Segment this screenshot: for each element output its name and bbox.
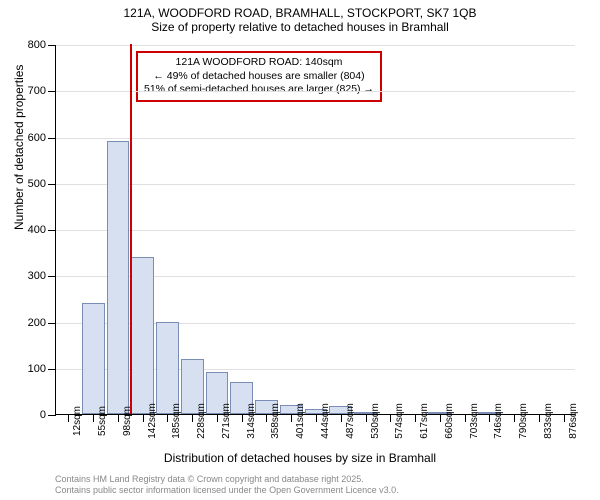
- y-tick: [48, 184, 56, 185]
- footer: Contains HM Land Registry data © Crown c…: [55, 474, 399, 496]
- x-tick-label: 530sqm: [370, 403, 381, 439]
- x-tick-label: 746sqm: [493, 403, 504, 439]
- x-tick: [390, 414, 391, 422]
- gridline: [56, 184, 575, 185]
- y-tick-label: 400: [11, 224, 46, 236]
- x-tick: [118, 414, 119, 422]
- y-tick-label: 600: [11, 132, 46, 144]
- y-tick: [48, 138, 56, 139]
- x-tick: [167, 414, 168, 422]
- y-tick-label: 500: [11, 178, 46, 190]
- x-tick: [539, 414, 540, 422]
- y-tick-label: 700: [11, 85, 46, 97]
- x-tick-label: 487sqm: [345, 403, 356, 439]
- x-tick-label: 660sqm: [444, 403, 455, 439]
- x-tick-label: 833sqm: [543, 403, 554, 439]
- x-tick-label: 876sqm: [568, 403, 579, 439]
- y-tick: [48, 276, 56, 277]
- y-tick: [48, 91, 56, 92]
- y-tick: [48, 323, 56, 324]
- x-tick-label: 703sqm: [469, 403, 480, 439]
- chart-title: 121A, WOODFORD ROAD, BRAMHALL, STOCKPORT…: [0, 6, 600, 20]
- histogram-bar: [131, 257, 154, 414]
- x-tick: [242, 414, 243, 422]
- y-tick: [48, 230, 56, 231]
- x-tick: [68, 414, 69, 422]
- x-tick-label: 574sqm: [394, 403, 405, 439]
- gridline: [56, 230, 575, 231]
- gridline: [56, 138, 575, 139]
- y-tick: [48, 45, 56, 46]
- footer-line1: Contains HM Land Registry data © Crown c…: [55, 474, 399, 485]
- x-tick: [93, 414, 94, 422]
- y-tick: [48, 415, 56, 416]
- y-tick-label: 800: [11, 39, 46, 51]
- x-tick: [266, 414, 267, 422]
- x-axis-title: Distribution of detached houses by size …: [0, 451, 600, 465]
- x-tick: [366, 414, 367, 422]
- chart-subtitle: Size of property relative to detached ho…: [0, 20, 600, 34]
- x-tick: [564, 414, 565, 422]
- x-tick: [440, 414, 441, 422]
- footer-line2: Contains public sector information licen…: [55, 485, 399, 496]
- x-tick: [465, 414, 466, 422]
- x-tick: [489, 414, 490, 422]
- x-tick: [291, 414, 292, 422]
- x-tick-label: 617sqm: [419, 403, 430, 439]
- annotation-line2: ← 49% of detached houses are smaller (80…: [144, 70, 374, 84]
- x-tick-label: 790sqm: [518, 403, 529, 439]
- histogram-bar: [107, 141, 130, 414]
- histogram-bar: [156, 322, 179, 415]
- x-tick: [316, 414, 317, 422]
- x-tick: [217, 414, 218, 422]
- x-tick: [143, 414, 144, 422]
- gridline: [56, 91, 575, 92]
- annotation-line1: 121A WOODFORD ROAD: 140sqm: [144, 56, 374, 70]
- annotation-box: 121A WOODFORD ROAD: 140sqm ← 49% of deta…: [136, 51, 382, 102]
- chart-container: 121A, WOODFORD ROAD, BRAMHALL, STOCKPORT…: [0, 0, 600, 500]
- y-tick-label: 100: [11, 363, 46, 375]
- y-tick-label: 200: [11, 317, 46, 329]
- y-tick-label: 0: [11, 409, 46, 421]
- plot-area: 121A WOODFORD ROAD: 140sqm ← 49% of deta…: [55, 45, 575, 415]
- annotation-line3: 51% of semi-detached houses are larger (…: [144, 83, 374, 97]
- histogram-bar: [82, 303, 105, 414]
- gridline: [56, 45, 575, 46]
- y-tick-label: 300: [11, 270, 46, 282]
- x-tick: [415, 414, 416, 422]
- y-tick: [48, 369, 56, 370]
- x-tick: [514, 414, 515, 422]
- x-tick: [192, 414, 193, 422]
- x-tick: [341, 414, 342, 422]
- marker-line: [130, 44, 132, 414]
- title-area: 121A, WOODFORD ROAD, BRAMHALL, STOCKPORT…: [0, 0, 600, 34]
